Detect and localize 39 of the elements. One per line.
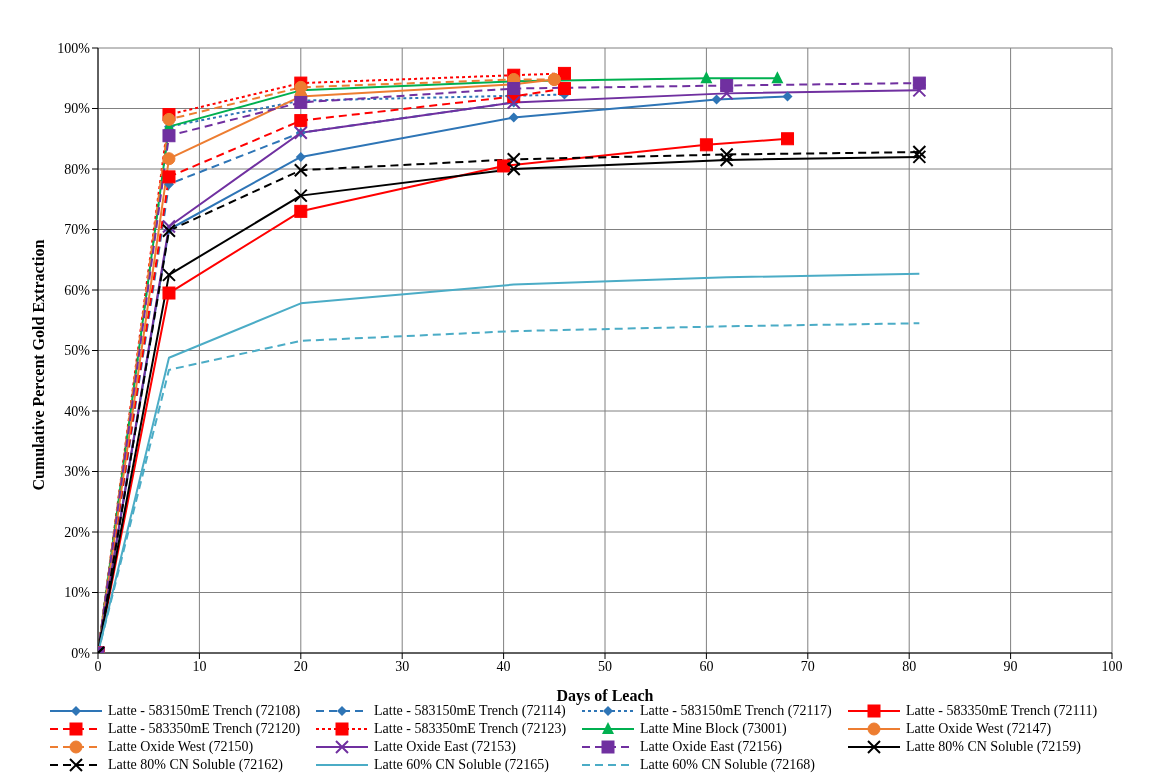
x-tick-label: 20 — [293, 658, 308, 674]
x-tick-label: 40 — [496, 658, 511, 674]
legend-label: Latte Oxide East (72156) — [640, 739, 782, 755]
x-tick-label: 70 — [800, 658, 815, 674]
y-tick-label: 60% — [64, 282, 91, 298]
x-tick-label: 50 — [598, 658, 612, 674]
y-tick-label: 30% — [64, 464, 91, 480]
legend-label: Latte - 583350mE Trench (72123) — [374, 721, 567, 737]
y-tick-label: 80% — [64, 161, 91, 177]
y-tick-label: 70% — [64, 222, 91, 238]
legend-label: Latte Oxide West (72150) — [108, 739, 254, 755]
y-tick-label: 90% — [64, 101, 91, 117]
y-tick-label: 0% — [71, 645, 91, 661]
y-tick-label: 20% — [64, 524, 91, 540]
legend-label: Latte - 583150mE Trench (72108) — [108, 703, 301, 719]
legend-label: Latte - 583350mE Trench (72120) — [108, 721, 301, 737]
x-tick-label: 30 — [395, 658, 410, 674]
legend-label: Latte - 583350mE Trench (72111) — [906, 703, 1098, 719]
legend-label: Latte - 583150mE Trench (72117) — [640, 703, 832, 719]
x-tick-label: 80 — [902, 658, 917, 674]
legend-label: Latte 60% CN Soluble (72165) — [374, 757, 549, 773]
y-tick-label: 10% — [64, 585, 91, 601]
x-tick-label: 60 — [699, 658, 714, 674]
x-axis-title: Days of Leach — [556, 687, 654, 705]
legend-label: Latte 80% CN Soluble (72162) — [108, 757, 283, 773]
y-tick-label: 100% — [57, 40, 91, 56]
legend-label: Latte Mine Block (73001) — [640, 721, 787, 737]
legend-label: Latte Oxide East (72153) — [374, 739, 516, 755]
legend-label: Latte Oxide West (72147) — [906, 721, 1052, 737]
legend-label: Latte - 583150mE Trench (72114) — [374, 703, 566, 719]
x-tick-label: 10 — [192, 658, 207, 674]
x-tick-label: 100 — [1101, 658, 1123, 674]
x-tick-label: 0 — [94, 658, 102, 674]
x-tick-label: 90 — [1003, 658, 1018, 674]
y-axis-title: Cumulative Percent Gold Extraction — [29, 239, 47, 491]
legend-label: Latte 80% CN Soluble (72159) — [906, 739, 1081, 755]
y-tick-label: 50% — [64, 343, 91, 359]
y-tick-label: 40% — [64, 403, 91, 419]
legend-label: Latte 60% CN Soluble (72168) — [640, 757, 815, 773]
